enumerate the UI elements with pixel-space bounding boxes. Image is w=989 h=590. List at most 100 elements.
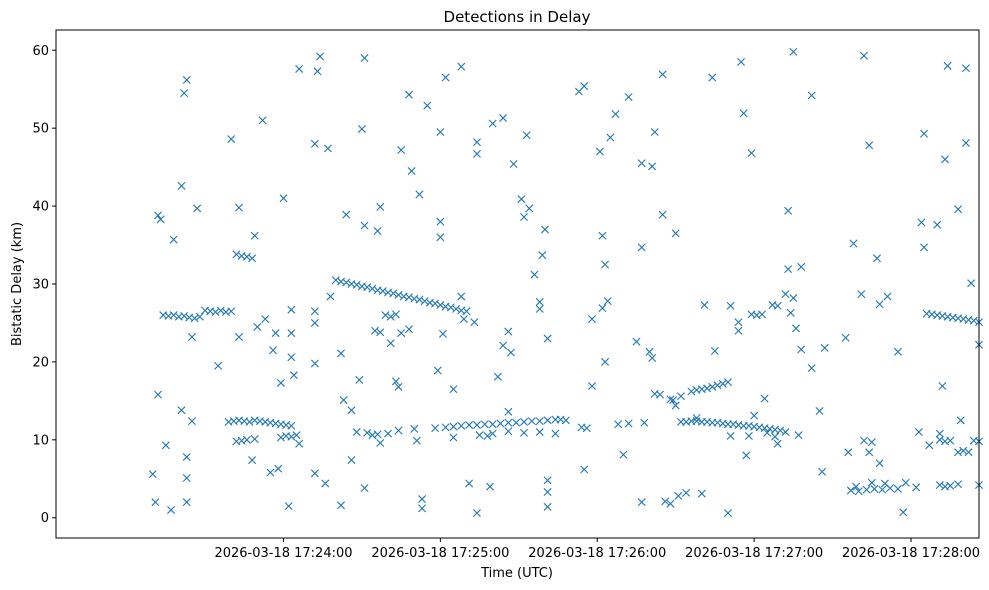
x-tick-label: 2026-03-18 17:24:00	[214, 546, 352, 561]
data-point	[355, 375, 364, 384]
data-point	[708, 73, 717, 82]
data-point	[859, 51, 868, 60]
data-point	[535, 417, 544, 426]
data-point	[692, 414, 701, 423]
x-tick-label: 2026-03-18 17:26:00	[528, 546, 666, 561]
data-point	[964, 448, 973, 457]
data-point	[870, 484, 879, 493]
data-point	[352, 428, 361, 437]
data-point	[956, 416, 965, 425]
data-point	[436, 233, 445, 242]
data-point	[899, 508, 908, 517]
data-point	[436, 301, 445, 310]
data-point	[357, 124, 366, 133]
data-point	[606, 133, 615, 142]
data-point	[954, 480, 963, 489]
data-point	[656, 390, 664, 399]
data-point	[873, 254, 882, 263]
data-point	[360, 54, 369, 63]
data-point	[190, 314, 199, 323]
y-tick-label: 20	[32, 355, 49, 370]
data-point	[227, 307, 236, 316]
data-point	[700, 301, 709, 310]
data-point	[323, 144, 332, 153]
data-point	[637, 243, 646, 252]
data-point	[744, 431, 753, 440]
data-point	[674, 491, 683, 500]
data-point	[169, 311, 178, 320]
data-point	[279, 194, 288, 203]
data-point	[235, 332, 244, 341]
y-tick-label: 10	[32, 433, 49, 448]
data-point	[420, 297, 429, 306]
data-point	[214, 361, 223, 370]
data-point	[935, 435, 944, 444]
data-point	[436, 128, 445, 137]
data-point	[580, 82, 589, 91]
data-point	[342, 278, 351, 287]
data-point	[310, 318, 319, 327]
data-point	[211, 308, 220, 317]
data-point	[938, 382, 947, 391]
data-point	[276, 378, 285, 387]
data-point	[726, 431, 735, 440]
data-point	[925, 441, 934, 450]
data-point	[394, 382, 403, 391]
data-point	[666, 395, 675, 404]
data-point	[276, 433, 285, 442]
data-point	[543, 488, 552, 497]
data-point	[483, 431, 492, 440]
data-point	[648, 162, 657, 171]
data-point	[436, 217, 445, 226]
data-point	[710, 347, 719, 355]
data-point	[815, 407, 824, 415]
data-point	[167, 505, 176, 514]
data-point	[954, 205, 963, 214]
data-point	[488, 429, 497, 438]
data-point	[376, 328, 385, 337]
y-axis-ticks: 0 10 20 30 40 50 60	[32, 44, 56, 526]
data-point	[394, 426, 403, 435]
data-point	[588, 382, 597, 391]
data-point	[391, 377, 400, 386]
data-point	[520, 428, 529, 437]
data-point	[371, 326, 379, 335]
data-point	[914, 428, 923, 437]
chart-title: Detections in Delay	[444, 8, 591, 26]
data-point	[472, 149, 481, 158]
data-point	[666, 499, 675, 508]
data-point	[818, 467, 827, 476]
data-point	[669, 396, 678, 405]
data-point	[535, 428, 544, 437]
data-point	[475, 431, 484, 440]
data-point	[841, 333, 850, 342]
data-point	[446, 303, 455, 312]
data-point	[457, 292, 466, 301]
data-point	[449, 433, 458, 442]
data-point	[156, 215, 165, 224]
data-point	[187, 417, 196, 426]
data-point	[867, 438, 876, 447]
x-axis-title: Time (UTC)	[480, 566, 553, 581]
data-point	[789, 294, 798, 303]
data-point	[961, 64, 970, 73]
data-point	[397, 145, 406, 154]
data-point	[287, 353, 296, 362]
x-tick-label: 2026-03-18 17:28:00	[842, 546, 980, 561]
data-point	[901, 478, 910, 487]
data-point	[486, 482, 495, 491]
data-point	[187, 332, 196, 341]
data-point	[671, 401, 680, 410]
y-axis-title: Bistatic Delay (km)	[10, 222, 25, 346]
data-point	[177, 181, 186, 190]
data-point	[391, 310, 400, 319]
data-point	[640, 418, 649, 427]
data-point	[943, 61, 952, 70]
data-point	[258, 116, 267, 125]
data-point	[734, 326, 743, 335]
data-point	[287, 432, 296, 441]
data-point	[543, 476, 552, 485]
data-point	[935, 481, 944, 490]
data-point	[661, 497, 670, 506]
